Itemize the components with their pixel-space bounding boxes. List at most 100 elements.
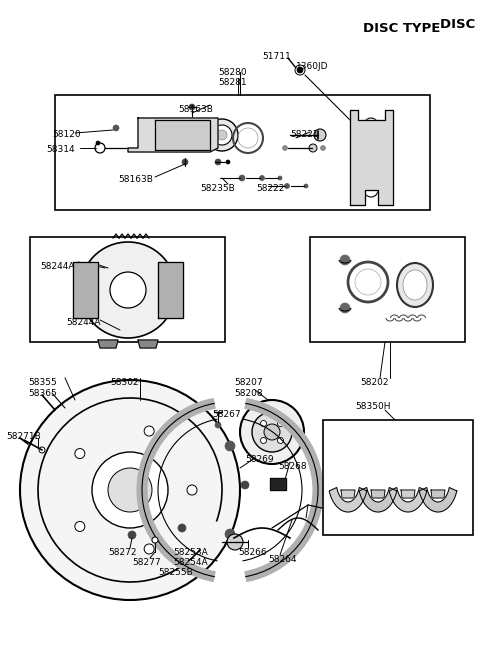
Polygon shape — [389, 487, 427, 512]
Text: DISC TYPE: DISC TYPE — [440, 18, 480, 31]
Ellipse shape — [397, 263, 433, 307]
Circle shape — [225, 529, 235, 539]
Circle shape — [182, 159, 188, 165]
Text: 58221: 58221 — [290, 130, 319, 139]
Circle shape — [239, 175, 245, 181]
Polygon shape — [401, 490, 415, 498]
Circle shape — [252, 412, 292, 452]
Circle shape — [95, 143, 105, 153]
Text: DISC TYPE: DISC TYPE — [362, 22, 440, 35]
Circle shape — [261, 437, 266, 443]
Circle shape — [277, 437, 284, 443]
Bar — [30, 237, 225, 342]
Text: 58269: 58269 — [245, 455, 274, 464]
Text: 58244A: 58244A — [66, 318, 100, 327]
Polygon shape — [329, 487, 367, 512]
Text: 58266: 58266 — [238, 548, 266, 557]
Polygon shape — [359, 487, 397, 512]
Circle shape — [215, 422, 221, 428]
Circle shape — [206, 119, 238, 151]
Text: 51711: 51711 — [262, 52, 291, 61]
Circle shape — [144, 426, 154, 436]
Polygon shape — [73, 262, 98, 318]
Circle shape — [264, 424, 280, 440]
Polygon shape — [350, 110, 393, 205]
Text: 58208: 58208 — [234, 389, 263, 398]
Text: 58277: 58277 — [132, 558, 161, 567]
Circle shape — [314, 129, 326, 141]
Circle shape — [178, 524, 186, 532]
Circle shape — [110, 272, 146, 308]
Circle shape — [277, 421, 284, 426]
Circle shape — [144, 544, 154, 554]
Ellipse shape — [403, 270, 427, 300]
Text: 58280: 58280 — [218, 68, 247, 77]
Circle shape — [189, 104, 195, 110]
Circle shape — [75, 448, 85, 459]
Text: 58255B: 58255B — [158, 568, 193, 577]
Circle shape — [108, 468, 152, 512]
Circle shape — [340, 303, 350, 313]
Circle shape — [212, 125, 232, 145]
Text: 58235B: 58235B — [200, 184, 235, 193]
Polygon shape — [341, 490, 355, 498]
Circle shape — [113, 125, 119, 131]
Text: 58254A: 58254A — [173, 558, 208, 567]
Bar — [310, 237, 465, 342]
Circle shape — [278, 176, 282, 180]
Circle shape — [260, 175, 264, 180]
Polygon shape — [431, 490, 445, 498]
Text: 58350H: 58350H — [355, 402, 391, 411]
Text: 58202: 58202 — [360, 378, 388, 387]
Circle shape — [215, 159, 221, 165]
Bar — [55, 95, 430, 210]
Text: 58253A: 58253A — [173, 548, 208, 557]
Circle shape — [92, 452, 168, 528]
Text: 58365: 58365 — [28, 389, 57, 398]
Circle shape — [285, 184, 289, 188]
Text: 58163B: 58163B — [118, 175, 153, 184]
Text: 58267: 58267 — [212, 410, 240, 419]
Circle shape — [261, 421, 266, 426]
Circle shape — [321, 145, 325, 151]
Circle shape — [304, 184, 308, 188]
Text: 58314: 58314 — [46, 145, 74, 154]
Polygon shape — [419, 487, 457, 512]
Circle shape — [227, 534, 243, 550]
Text: 58264: 58264 — [268, 555, 297, 564]
Text: 58302: 58302 — [110, 378, 139, 387]
Text: 58163B: 58163B — [178, 105, 213, 114]
Text: 58268: 58268 — [278, 462, 307, 471]
Text: 58244A: 58244A — [40, 262, 74, 271]
Text: 58355: 58355 — [28, 378, 57, 387]
Polygon shape — [98, 340, 118, 348]
Polygon shape — [371, 490, 385, 498]
Text: 58120: 58120 — [52, 130, 81, 139]
Circle shape — [217, 130, 227, 140]
Polygon shape — [128, 118, 218, 152]
Text: 58222: 58222 — [256, 184, 284, 193]
Polygon shape — [155, 120, 210, 150]
Circle shape — [152, 537, 158, 543]
Polygon shape — [158, 262, 183, 318]
Circle shape — [96, 141, 100, 145]
Circle shape — [283, 145, 288, 151]
Polygon shape — [138, 340, 158, 348]
Circle shape — [241, 481, 249, 489]
Text: 1360JD: 1360JD — [296, 62, 328, 71]
Circle shape — [39, 447, 45, 453]
Text: 58272: 58272 — [108, 548, 136, 557]
Circle shape — [20, 380, 240, 600]
Circle shape — [364, 118, 378, 132]
Circle shape — [240, 400, 304, 464]
Circle shape — [80, 242, 176, 338]
Circle shape — [75, 521, 85, 532]
Circle shape — [225, 441, 235, 451]
Bar — [323, 420, 473, 535]
Polygon shape — [270, 478, 286, 490]
Circle shape — [187, 485, 197, 495]
Circle shape — [309, 144, 317, 152]
Circle shape — [340, 255, 350, 265]
Text: 58281: 58281 — [218, 78, 247, 87]
Text: 58271B: 58271B — [6, 432, 41, 441]
